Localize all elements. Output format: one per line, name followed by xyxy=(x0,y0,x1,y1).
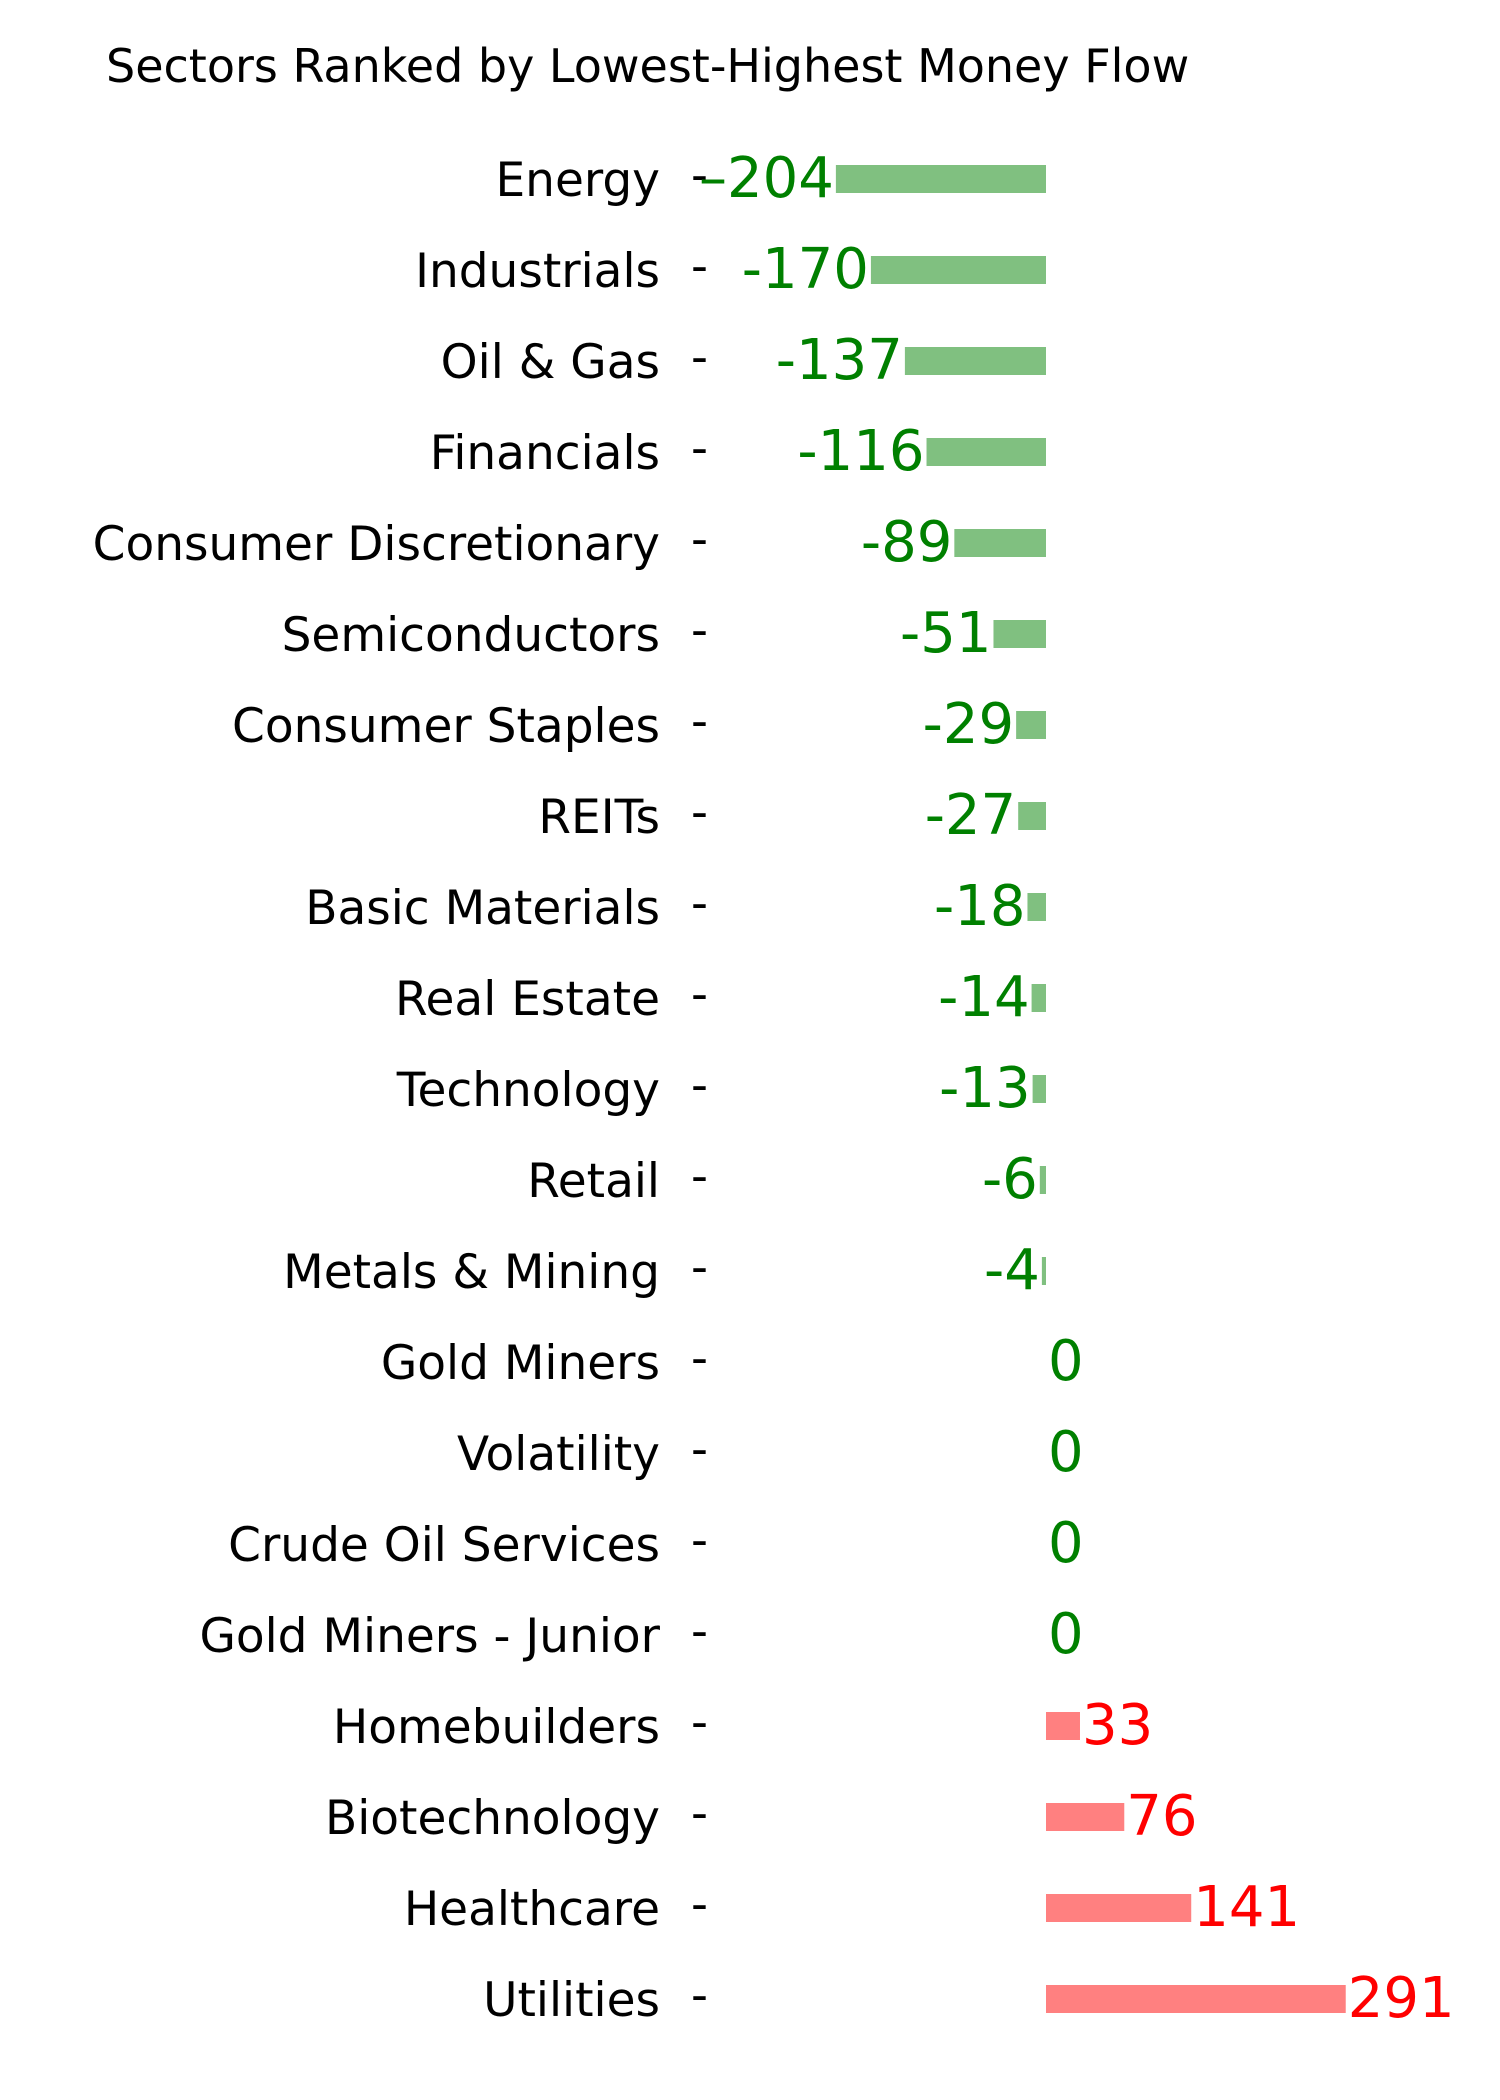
category-label-gold-miners-junior: Gold Miners - Junior xyxy=(199,1609,660,1664)
category-label-technology: Technology xyxy=(396,1063,660,1118)
tick-marks: - - - - - - - - - - - - - - - - - - - - - xyxy=(691,148,708,2023)
bar-semiconductors xyxy=(993,620,1046,648)
tick-mark-basic-materials: - xyxy=(691,876,708,931)
category-label-crude-oil-services: Crude Oil Services xyxy=(228,1518,660,1573)
bar-homebuilders xyxy=(1046,1712,1080,1740)
tick-mark-utilities: - xyxy=(691,1968,708,2023)
category-label-healthcare: Healthcare xyxy=(404,1882,660,1937)
category-label-basic-materials: Basic Materials xyxy=(305,881,660,936)
tick-mark-oil-and-gas: - xyxy=(691,330,708,385)
value-label-gold-miners: 0 xyxy=(1048,1329,1084,1394)
bar-reits xyxy=(1018,802,1046,830)
category-label-energy: Energy xyxy=(495,153,660,208)
value-label-industrials: -170 xyxy=(742,237,869,302)
category-label-gold-miners: Gold Miners xyxy=(381,1336,660,1391)
bar-technology xyxy=(1032,1075,1046,1103)
tick-mark-energy: - xyxy=(691,148,708,203)
category-label-metals-and-mining: Metals & Mining xyxy=(283,1245,660,1300)
bar-metals-and-mining xyxy=(1041,1257,1046,1285)
category-label-consumer-staples: Consumer Staples xyxy=(232,699,660,754)
value-label-energy: –204 xyxy=(699,146,834,211)
value-label-technology: -13 xyxy=(939,1056,1030,1121)
bar-consumer-discretionary xyxy=(954,529,1046,557)
tick-mark-financials: - xyxy=(691,421,708,476)
bar-biotechnology xyxy=(1046,1803,1125,1831)
value-label-utilities: 291 xyxy=(1348,1966,1455,2031)
category-label-volatility: Volatility xyxy=(457,1427,660,1482)
tick-mark-volatility: - xyxy=(691,1422,708,1477)
tick-mark-biotechnology: - xyxy=(691,1786,708,1841)
tick-mark-homebuilders: - xyxy=(691,1695,708,1750)
tick-mark-metals-and-mining: - xyxy=(691,1240,708,1295)
value-labels: –204 -170 -137 -116 -89 -51 -29 -27 -18 -14 -13 -6 -… xyxy=(699,146,1455,2031)
category-label-oil-and-gas: Oil & Gas xyxy=(441,335,660,390)
category-label-semiconductors: Semiconductors xyxy=(282,608,660,663)
tick-mark-technology: - xyxy=(691,1058,708,1113)
value-label-consumer-discretionary: -89 xyxy=(861,510,952,575)
tick-mark-real-estate: - xyxy=(691,967,708,1022)
bars xyxy=(835,165,1346,2013)
value-label-metals-and-mining: -4 xyxy=(984,1238,1040,1303)
tick-mark-retail: - xyxy=(691,1149,708,1204)
bar-real-estate xyxy=(1031,984,1046,1012)
value-label-healthcare: 141 xyxy=(1193,1875,1300,1940)
tick-mark-gold-miners-junior: - xyxy=(691,1604,708,1659)
value-label-crude-oil-services: 0 xyxy=(1048,1511,1084,1576)
value-label-basic-materials: -18 xyxy=(934,874,1025,939)
value-label-biotechnology: 76 xyxy=(1126,1784,1197,1849)
value-label-gold-miners-junior: 0 xyxy=(1048,1602,1084,1667)
category-label-homebuilders: Homebuilders xyxy=(333,1700,660,1755)
value-label-retail: -6 xyxy=(982,1147,1038,1212)
value-label-reits: -27 xyxy=(925,783,1016,848)
bar-healthcare xyxy=(1046,1894,1192,1922)
bar-utilities xyxy=(1046,1985,1346,2013)
tick-mark-crude-oil-services: - xyxy=(691,1513,708,1568)
category-label-consumer-discretionary: Consumer Discretionary xyxy=(93,517,660,572)
bar-oil-and-gas xyxy=(904,347,1046,375)
category-label-biotechnology: Biotechnology xyxy=(325,1791,660,1846)
tick-mark-healthcare: - xyxy=(691,1877,708,1932)
tick-mark-reits: - xyxy=(691,785,708,840)
bar-financials xyxy=(926,438,1046,466)
category-label-real-estate: Real Estate xyxy=(395,972,660,1027)
bar-basic-materials xyxy=(1027,893,1046,921)
value-label-oil-and-gas: -137 xyxy=(776,328,903,393)
chart-title: Sectors Ranked by Lowest-Highest Money F… xyxy=(106,39,1189,93)
tick-mark-consumer-staples: - xyxy=(691,694,708,749)
value-label-semiconductors: -51 xyxy=(900,601,991,666)
category-label-utilities: Utilities xyxy=(483,1973,660,2028)
bar-retail xyxy=(1039,1166,1046,1194)
tick-mark-gold-miners: - xyxy=(691,1331,708,1386)
value-label-volatility: 0 xyxy=(1048,1420,1084,1485)
tick-mark-consumer-discretionary: - xyxy=(691,512,708,567)
category-label-retail: Retail xyxy=(527,1154,660,1209)
category-label-reits: REITs xyxy=(538,790,660,845)
tick-mark-semiconductors: - xyxy=(691,603,708,658)
value-label-real-estate: -14 xyxy=(938,965,1029,1030)
category-label-industrials: Industrials xyxy=(415,244,660,299)
value-label-consumer-staples: -29 xyxy=(923,692,1014,757)
value-label-financials: -116 xyxy=(797,419,924,484)
tick-mark-industrials: - xyxy=(691,239,708,294)
category-labels: Energy Industrials Oil & Gas Financials Cons… xyxy=(93,153,661,2028)
bar-consumer-staples xyxy=(1016,711,1046,739)
value-label-homebuilders: 33 xyxy=(1082,1693,1153,1758)
bar-industrials xyxy=(870,256,1046,284)
bar-energy xyxy=(835,165,1046,193)
category-label-financials: Financials xyxy=(430,426,660,481)
